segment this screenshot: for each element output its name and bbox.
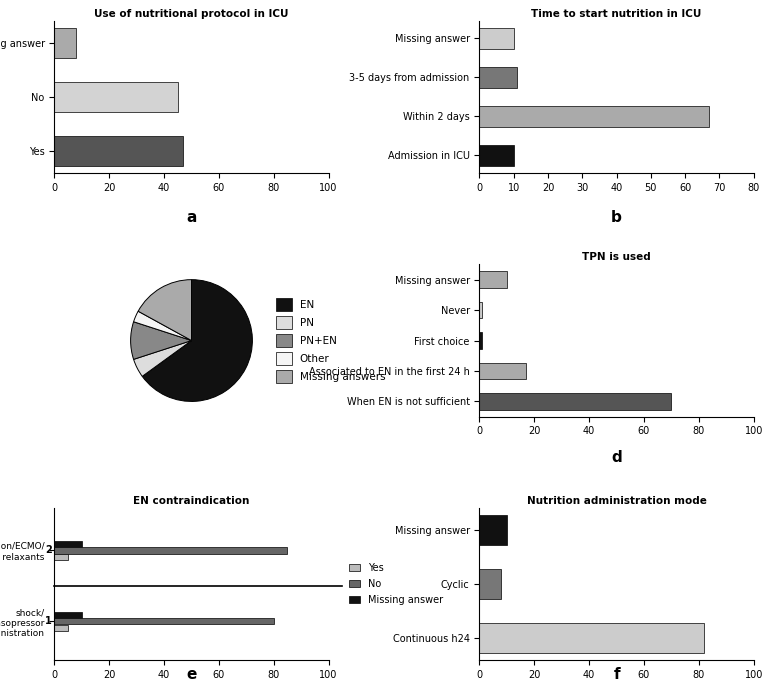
Text: a: a [186,210,197,224]
Bar [479,67,517,88]
Bar [54,541,82,547]
Wedge shape [134,311,191,341]
Bar [479,302,483,318]
Wedge shape [134,341,191,377]
Text: d: d [611,450,622,466]
Text: 2: 2 [45,546,51,555]
Bar [479,28,514,49]
Text: 1: 1 [45,616,51,626]
Bar [479,363,526,379]
Wedge shape [131,322,191,359]
Legend: EN, PN, PN+EN, Other, Missing answers: EN, PN, PN+EN, Other, Missing answers [276,298,385,383]
Bar [54,136,183,166]
Bar [54,548,287,553]
Text: f: f [613,667,620,682]
Bar [479,271,507,288]
Legend: Yes, No, Missing answer: Yes, No, Missing answer [345,559,448,609]
Bar [54,612,82,618]
Title: Nutrition administration mode: Nutrition administration mode [527,496,706,506]
Title: Time to start nutrition in ICU: Time to start nutrition in ICU [531,8,702,19]
Bar [54,82,178,112]
Bar [54,619,274,624]
Bar [54,554,68,560]
Bar [479,515,507,545]
Title: TPN is used: TPN is used [582,252,651,262]
Wedge shape [138,279,191,341]
Bar [479,106,709,127]
Bar [54,625,68,630]
Bar [479,623,704,653]
Bar [479,145,514,166]
Wedge shape [142,279,253,402]
Title: EN contraindication: EN contraindication [134,496,249,506]
Title: Use of nutritional protocol in ICU: Use of nutritional protocol in ICU [94,8,289,19]
Text: b: b [611,210,622,224]
Bar [479,569,501,599]
Text: e: e [186,667,197,682]
Bar [479,393,671,410]
Bar [479,332,483,349]
Bar [54,28,76,58]
